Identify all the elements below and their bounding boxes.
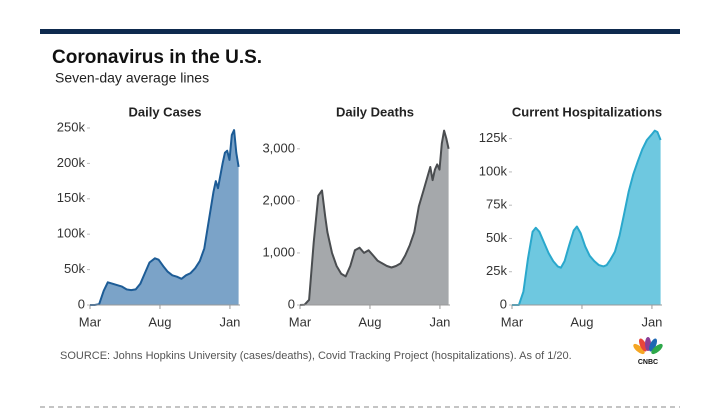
panel-title: Daily Deaths [336, 104, 414, 119]
y-tick-label: 0 [288, 296, 295, 311]
top-bar [40, 29, 680, 34]
x-tick-label: Jan [429, 314, 450, 329]
y-tick-label: 3,000 [262, 140, 295, 155]
x-tick-label: Aug [358, 314, 381, 329]
line [512, 129, 662, 306]
logo-text: CNBC [638, 359, 658, 366]
y-tick-label: 125k [479, 130, 508, 145]
y-tick-label: 50k [64, 261, 85, 276]
x-tick-label: Aug [148, 314, 171, 329]
source-note: SOURCE: Johns Hopkins University (cases/… [60, 350, 572, 362]
area [512, 130, 661, 305]
y-tick-label: 0 [78, 296, 85, 311]
y-tick-label: 1,000 [262, 244, 295, 259]
y-tick-label: 0 [500, 296, 507, 311]
chart-title: Coronavirus in the U.S. [52, 47, 262, 68]
panel-title: Daily Cases [129, 104, 202, 119]
area [300, 130, 449, 305]
x-tick-label: Mar [79, 314, 102, 329]
line [90, 129, 240, 306]
y-tick-label: 2,000 [262, 192, 295, 207]
y-tick-label: 25k [486, 263, 507, 278]
y-tick-label: 100k [479, 163, 508, 178]
logo: CNBC [633, 337, 663, 366]
y-tick-label: 50k [486, 230, 507, 245]
x-tick-label: Aug [570, 314, 593, 329]
x-tick-label: Mar [289, 314, 312, 329]
y-tick-label: 150k [57, 190, 86, 205]
x-tick-label: Jan [219, 314, 240, 329]
area [90, 130, 239, 305]
x-tick-label: Jan [641, 314, 662, 329]
panel-title: Current Hospitalizations [512, 104, 662, 119]
chart-subtitle: Seven-day average lines [55, 70, 209, 86]
line [299, 129, 450, 306]
x-tick-label: Mar [501, 314, 524, 329]
y-tick-label: 75k [486, 197, 507, 212]
y-tick-label: 200k [57, 155, 86, 170]
y-tick-label: 250k [57, 119, 86, 134]
y-tick-label: 100k [57, 226, 86, 241]
